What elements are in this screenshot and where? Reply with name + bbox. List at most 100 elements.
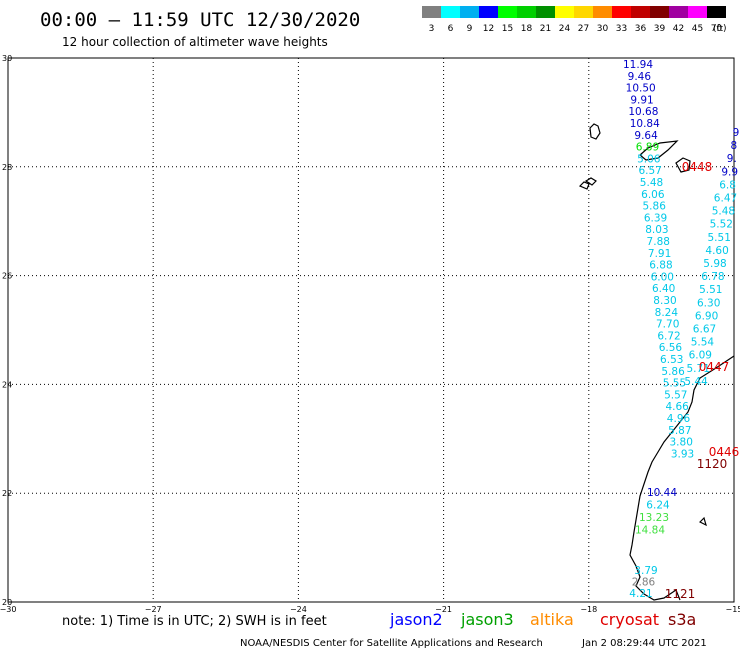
swh-value: 9.64 — [634, 130, 658, 142]
colorbar-swatch — [441, 6, 460, 18]
latitude-label: 26 — [2, 272, 12, 281]
pass-time-label: 0447 — [699, 360, 730, 374]
swh-value: 6.06 — [641, 189, 665, 201]
legend-item: jason2 — [389, 610, 443, 629]
colorbar-swatch — [574, 6, 593, 18]
swh-value: 5.54 — [691, 337, 715, 349]
swh-value: 6.72 — [657, 330, 680, 342]
swh-value: 10.68 — [628, 106, 658, 118]
latitude-label: 30 — [2, 54, 12, 63]
map-subtitle: 12 hour collection of altimeter wave hei… — [62, 35, 328, 49]
colorbar-swatch — [422, 6, 441, 18]
colorbar-label: 21 — [540, 24, 551, 34]
colorbar-swatch — [593, 6, 612, 18]
legend-item: cryosat — [600, 610, 659, 629]
swh-value: 5.71 — [687, 363, 710, 375]
footer-note: note: 1) Time is in UTC; 2) SWH is in fe… — [62, 614, 327, 629]
graticule — [8, 58, 734, 602]
coastal-island — [698, 516, 707, 527]
swh-value: 3.80 — [670, 437, 693, 449]
swh-value: 6.56 — [659, 342, 683, 354]
legend-item: jason3 — [460, 610, 514, 629]
longitude-labels: −30 −27 −24 −21 −18 −15 — [0, 605, 740, 614]
swh-value: 10.44 — [647, 487, 677, 499]
swh-value: 5.86 — [661, 366, 685, 378]
colorbar-label: 27 — [578, 24, 589, 34]
colorbar-label: 42 — [673, 24, 684, 34]
swh-value: 7.70 — [656, 319, 679, 331]
latitude-labels: 30 28 26 24 22 20 — [2, 54, 12, 607]
swh-value: 9 — [733, 127, 740, 139]
map-frame — [7, 57, 735, 603]
swh-value: 7.88 — [647, 236, 670, 248]
legend-item: altika — [530, 610, 574, 629]
longitude-label: −27 — [145, 605, 162, 614]
colorbar-label: 33 — [616, 24, 627, 34]
swh-value: 14.84 — [635, 525, 665, 537]
swh-value: 6.90 — [695, 310, 718, 322]
swh-value: 6.67 — [693, 324, 716, 336]
colorbar-swatch — [479, 6, 498, 18]
swh-value: 6.00 — [651, 271, 674, 283]
swh-value: 6.30 — [697, 297, 720, 309]
swh-value: 4.96 — [667, 413, 691, 425]
colorbar-swatch — [688, 6, 707, 18]
colorbar-label: 6 — [448, 24, 454, 34]
longitude-label: −30 — [0, 605, 16, 614]
swh-value: 5.44 — [684, 376, 708, 388]
swh-value: 5.48 — [712, 206, 735, 218]
colorbar-swatch — [612, 6, 631, 18]
colorbar-swatch — [517, 6, 536, 18]
swh-value: 3.93 — [671, 448, 694, 460]
latitude-label: 20 — [2, 598, 12, 607]
swh-value: 5.52 — [710, 219, 733, 231]
swh-value: 9.46 — [628, 71, 652, 83]
canary-island-la-palma — [589, 123, 601, 140]
canary-island-gomera — [578, 181, 590, 190]
swh-value: 9. — [727, 153, 737, 165]
swh-value: 5.48 — [640, 177, 663, 189]
swh-value: 11.94 — [623, 59, 653, 71]
swh-value: 5.51 — [699, 284, 722, 296]
track-west-values: 11.949.4610.509.9110.6810.849.646.895.06… — [623, 59, 694, 460]
legend-item: s3a — [668, 610, 696, 629]
colorbar-unit: (ft) — [713, 24, 727, 34]
swh-value: 6.88 — [649, 260, 672, 272]
longitude-label: −15 — [726, 605, 740, 614]
canary-island-hierro — [584, 177, 597, 186]
pass-time-label: 1120 — [697, 457, 728, 471]
swh-value: 8.30 — [653, 295, 676, 307]
swh-value: 13.23 — [639, 512, 669, 524]
colorbar-swatch — [498, 6, 517, 18]
swh-value: 5.98 — [703, 258, 726, 270]
colorbar-label: 45 — [692, 24, 703, 34]
swh-value: 9.9 — [721, 166, 738, 178]
swh-value: 6.57 — [638, 165, 661, 177]
colorbar-label: 15 — [502, 24, 513, 34]
swh-value: 10.50 — [626, 83, 656, 95]
colorbar-label: 12 — [483, 24, 494, 34]
colorbar-label: 70 — [711, 24, 723, 34]
swh-value: 6.47 — [714, 193, 737, 205]
swh-value: 8.24 — [655, 307, 679, 319]
swh-value: 10.84 — [630, 118, 660, 130]
colorbar-label: 36 — [635, 24, 647, 34]
latitude-label: 22 — [2, 489, 12, 498]
colorbar-swatch — [650, 6, 669, 18]
swh-value: 8 — [731, 140, 738, 152]
swh-value: 5.06 — [637, 153, 661, 165]
longitude-label: −18 — [580, 605, 597, 614]
swh-value: 7.91 — [648, 248, 671, 260]
colorbar-label: 18 — [521, 24, 533, 34]
longitude-label: −24 — [290, 605, 307, 614]
pass-time-label: 0446 — [709, 445, 740, 459]
swh-value: 6.24 — [646, 500, 670, 512]
colorbar-swatch — [669, 6, 688, 18]
swh-value: 5.51 — [708, 232, 731, 244]
swh-value: 5.57 — [664, 389, 687, 401]
pass-time-label: 1121 — [665, 587, 696, 601]
colorbar-label: 9 — [467, 24, 473, 34]
track-east-values: 989.9.96.86.475.485.525.514.605.986.785.… — [684, 127, 739, 388]
